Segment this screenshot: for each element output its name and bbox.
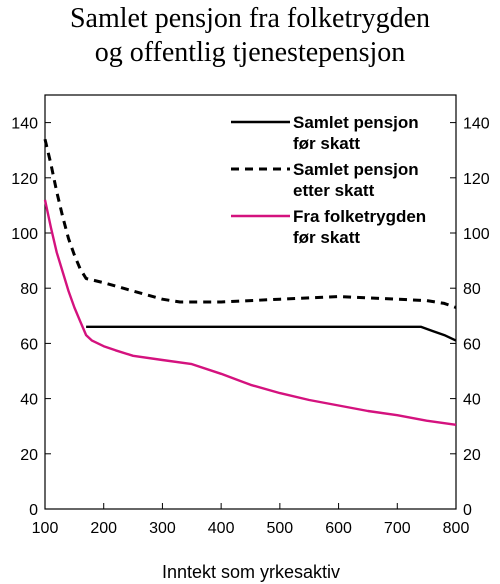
series-line-samlet-pensjon-etter-skatt <box>43 138 457 309</box>
x-tick-label: 800 <box>443 520 470 537</box>
y-tick-label-right: 140 <box>463 116 490 133</box>
y-tick-label-left: 0 <box>29 502 38 519</box>
y-tick-label-right: 100 <box>463 226 490 243</box>
axes: 0 0 20 20 40 40 60 60 80 80 100 100 120 120 140 140 100 2… <box>11 94 490 537</box>
y-tick-label-right: 80 <box>463 281 481 298</box>
x-axis-label: Inntekt som yrkesaktiv <box>162 562 340 582</box>
legend-label-samlet-pensjon-etter-skatt: Samlet pensjon <box>293 160 419 179</box>
legend-label-samlet-pensjon-for-skatt: før skatt <box>293 134 360 153</box>
y-tick-label-left: 60 <box>20 336 38 353</box>
legend: Samlet pensjon før skatt Samlet pensjon ett… <box>231 113 426 247</box>
legend-label-fra-folketrygden-for-skatt: Fra folketrygden <box>293 207 426 226</box>
x-tick-label: 300 <box>149 520 176 537</box>
y-tick-label-right: 120 <box>463 171 490 188</box>
legend-label-samlet-pensjon-for-skatt: Samlet pensjon <box>293 113 419 132</box>
legend-label-samlet-pensjon-etter-skatt: etter skatt <box>293 181 375 200</box>
y-tick-label-left: 80 <box>20 281 38 298</box>
chart-title-line-1: Samlet pensjon fra folketrygden <box>69 3 430 34</box>
y-tick-label-left: 20 <box>20 447 38 464</box>
x-tick-label: 700 <box>384 520 411 537</box>
x-tick-label: 100 <box>32 520 59 537</box>
y-tick-label-right: 40 <box>463 392 481 409</box>
y-tick-label-right: 0 <box>463 502 472 519</box>
series-line-samlet-pensjon-for-skatt <box>86 325 457 342</box>
series-lines <box>43 138 457 426</box>
y-tick-label-left: 100 <box>11 226 38 243</box>
x-tick-label: 600 <box>325 520 352 537</box>
y-tick-label-left: 40 <box>20 392 38 409</box>
y-tick-label-left: 140 <box>11 116 38 133</box>
series-line-fra-folketrygden-for-skatt <box>43 199 457 426</box>
y-tick-label-right: 60 <box>463 336 481 353</box>
y-tick-label-right: 20 <box>463 447 481 464</box>
legend-label-fra-folketrygden-for-skatt: før skatt <box>293 228 360 247</box>
plot-frame <box>44 94 457 510</box>
chart-title-line-2: og offentlig tjenestepensjon <box>94 37 406 68</box>
x-tick-label: 200 <box>90 520 117 537</box>
x-tick-label: 400 <box>208 520 235 537</box>
x-tick-label: 500 <box>267 520 294 537</box>
y-tick-label-left: 120 <box>11 171 38 188</box>
